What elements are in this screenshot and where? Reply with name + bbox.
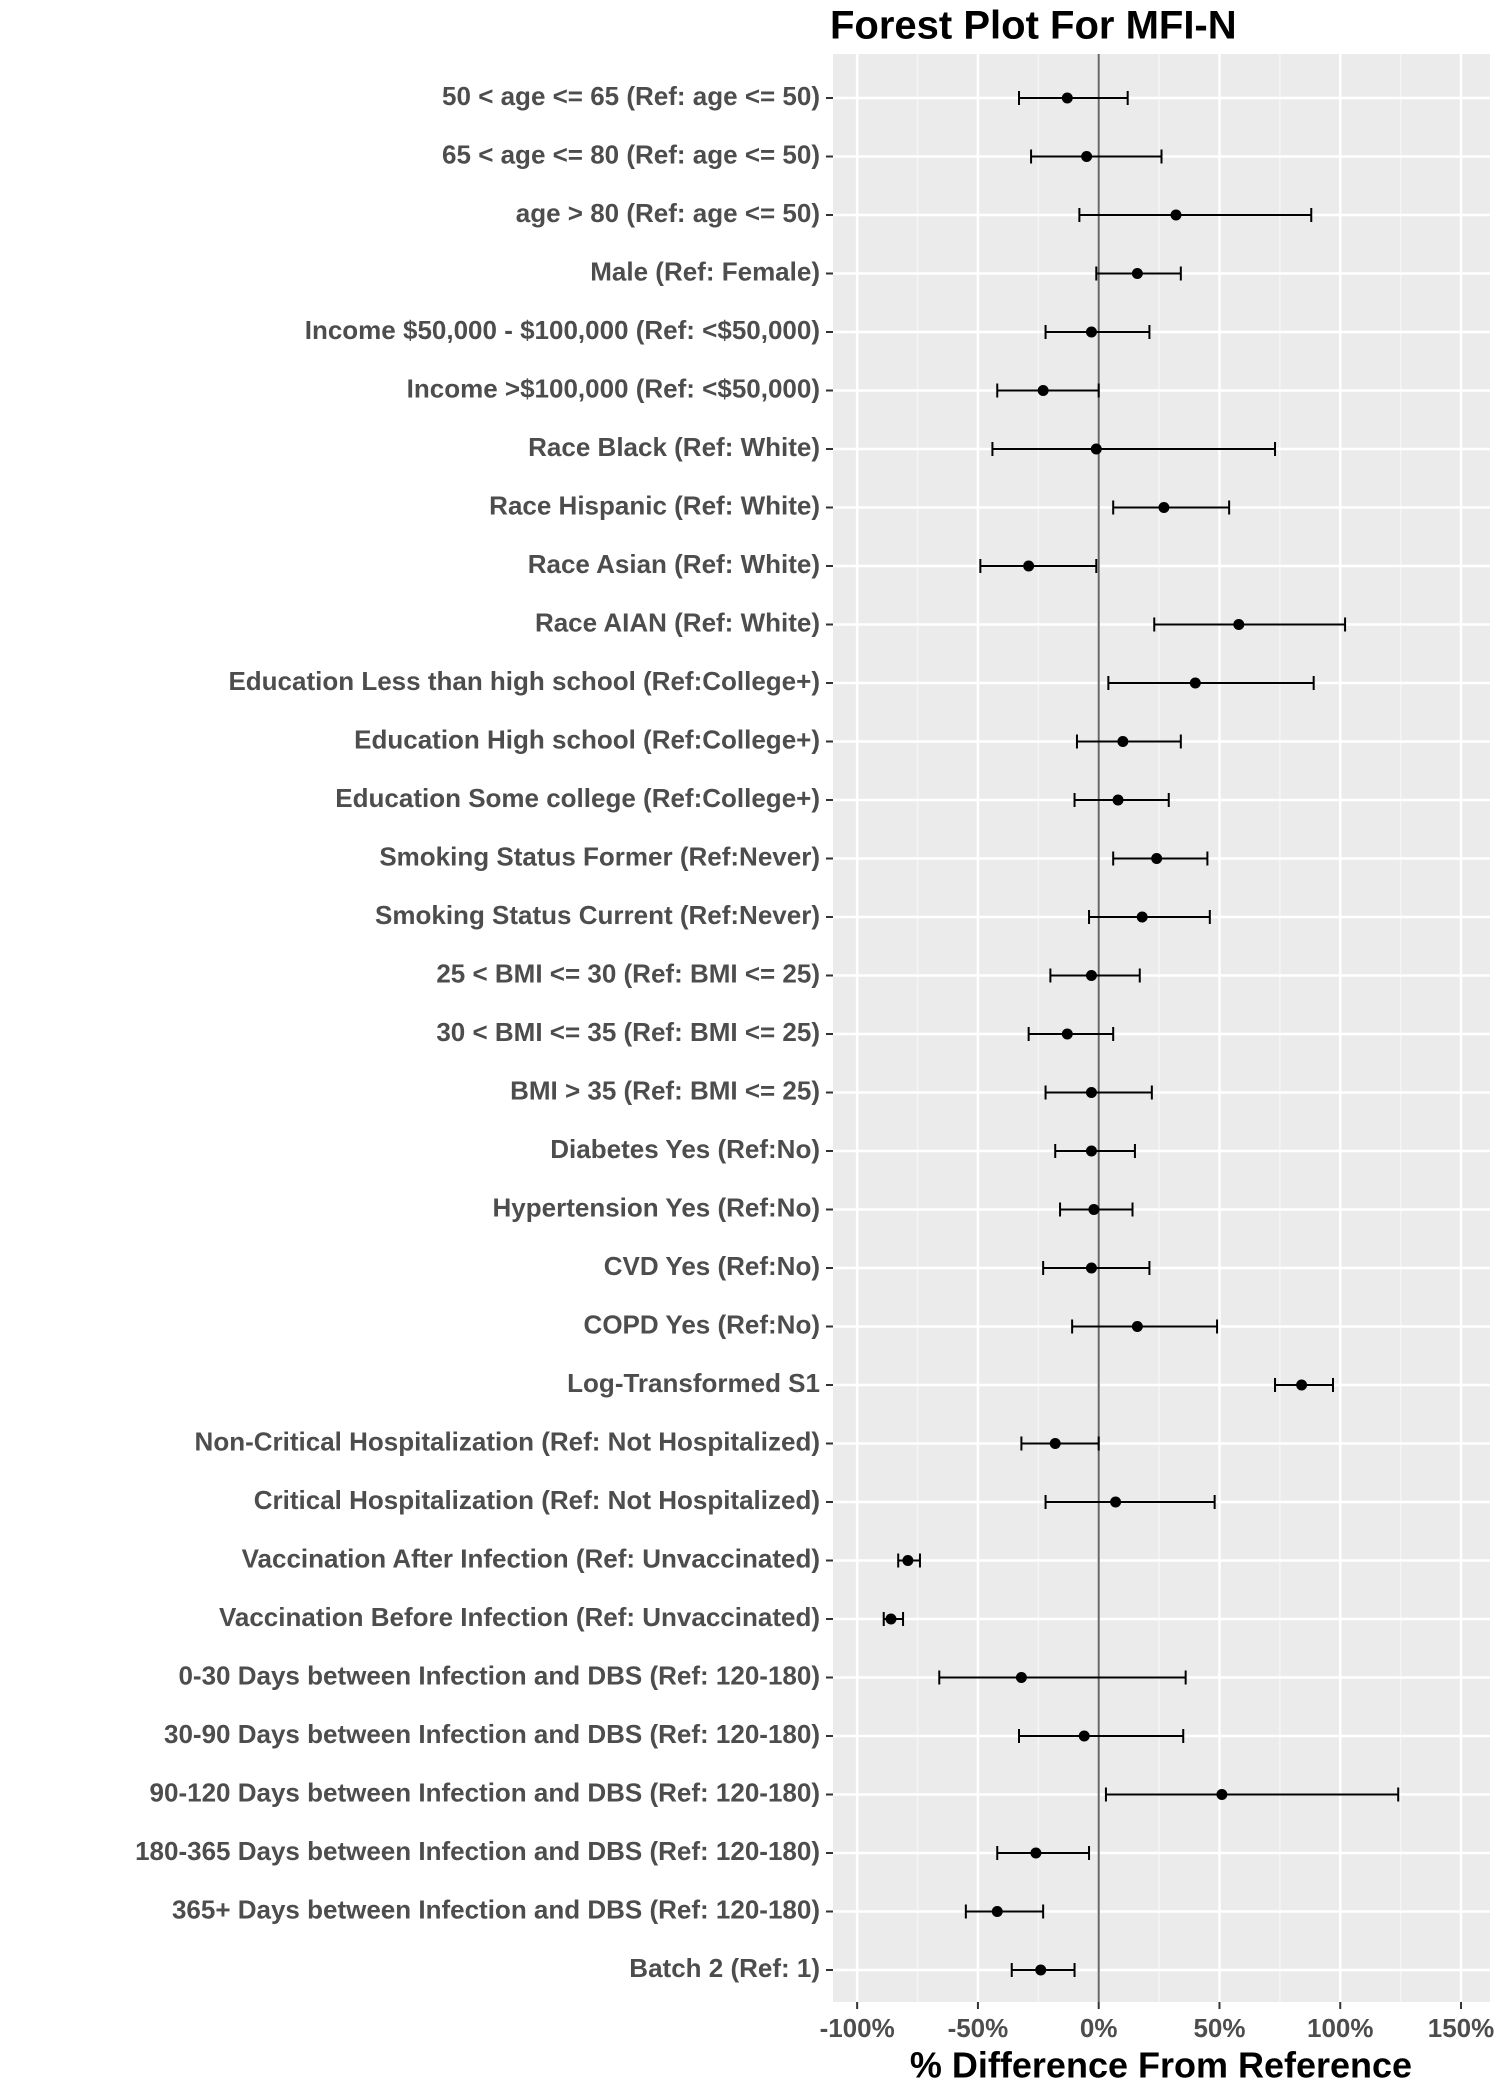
point: [1085, 326, 1097, 338]
y-tick-label: BMI > 35 (Ref: BMI <= 25): [510, 1075, 820, 1105]
panel: [833, 54, 1490, 2002]
chart-title: Forest Plot For MFI-N: [830, 4, 1237, 48]
y-tick-label: Critical Hospitalization (Ref: Not Hospi…: [254, 1485, 820, 1515]
point: [1151, 853, 1163, 864]
point: [1131, 268, 1143, 279]
point: [1078, 1730, 1090, 1742]
y-tick-label: Race AIAN (Ref: White): [535, 607, 820, 637]
point: [1023, 560, 1035, 572]
y-tick-label: 30 < BMI <= 35 (Ref: BMI <= 25): [436, 1017, 820, 1047]
y-tick-label: 365+ Days between Infection and DBS (Ref…: [172, 1894, 820, 1924]
point: [1112, 794, 1124, 806]
y-tick-label: Race Asian (Ref: White): [528, 549, 820, 579]
y-tick-label: Income $50,000 - $100,000 (Ref: <$50,000…: [305, 315, 820, 345]
y-tick-label: COPD Yes (Ref:No): [584, 1309, 820, 1339]
point: [885, 1613, 897, 1625]
point: [1015, 1672, 1027, 1683]
point: [991, 1906, 1003, 1917]
point: [1037, 385, 1049, 396]
y-tick-label: 0-30 Days between Infection and DBS (Ref…: [178, 1660, 820, 1690]
y-tick-label: 65 < age <= 80 (Ref: age <= 50): [442, 139, 820, 169]
x-tick-label: 100%: [1307, 2013, 1374, 2043]
y-tick-label: Education High school (Ref:College+): [354, 724, 820, 754]
point: [1090, 443, 1102, 455]
point: [1061, 92, 1073, 104]
y-tick-label: Race Hispanic (Ref: White): [489, 490, 820, 520]
y-tick-label: 180-365 Days between Infection and DBS (…: [135, 1836, 820, 1866]
y-tick-label: CVD Yes (Ref:No): [604, 1251, 820, 1281]
y-tick-label: Race Black (Ref: White): [528, 432, 820, 462]
y-tick-label: age > 80 (Ref: age <= 50): [516, 198, 820, 228]
point: [1085, 1145, 1097, 1157]
point: [1117, 736, 1129, 747]
point: [1081, 151, 1093, 162]
point: [1030, 1847, 1042, 1859]
x-tick-label: 0%: [1080, 2013, 1118, 2043]
y-tick-label: 25 < BMI <= 30 (Ref: BMI <= 25): [436, 958, 820, 988]
point: [1189, 677, 1201, 689]
y-tick-label: Vaccination After Infection (Ref: Unvacc…: [242, 1543, 820, 1573]
point: [1170, 209, 1182, 221]
y-tick-label: 30-90 Days between Infection and DBS (Re…: [164, 1719, 820, 1749]
point: [1085, 1087, 1097, 1098]
point: [1233, 619, 1245, 630]
y-tick-label: Smoking Status Current (Ref:Never): [375, 900, 820, 930]
point: [1061, 1028, 1073, 1040]
point: [1158, 502, 1170, 513]
y-tick-label: 50 < age <= 65 (Ref: age <= 50): [442, 81, 820, 111]
x-tick-label: -100%: [820, 2013, 895, 2043]
point: [1085, 970, 1097, 981]
y-tick-label: Male (Ref: Female): [590, 256, 820, 286]
y-tick-label: Non-Critical Hospitalization (Ref: Not H…: [195, 1426, 820, 1456]
x-tick-label: 150%: [1428, 2013, 1495, 2043]
y-tick-label: Hypertension Yes (Ref:No): [493, 1192, 820, 1222]
point: [1131, 1321, 1143, 1332]
y-tick-label: Batch 2 (Ref: 1): [629, 1953, 820, 1983]
y-tick-label: Diabetes Yes (Ref:No): [550, 1134, 820, 1164]
point: [1136, 911, 1148, 923]
y-tick-label: 90-120 Days between Infection and DBS (R…: [150, 1777, 820, 1807]
y-tick-label: Income >$100,000 (Ref: <$50,000): [407, 373, 820, 403]
point: [1035, 1964, 1047, 1976]
point: [1216, 1789, 1228, 1800]
y-tick-label: Education Some college (Ref:College+): [335, 783, 820, 813]
y-tick-label: Education Less than high school (Ref:Col…: [228, 666, 820, 696]
point: [1088, 1204, 1100, 1215]
x-axis-title: % Difference From Reference: [910, 2045, 1412, 2086]
y-tick-label: Smoking Status Former (Ref:Never): [379, 841, 820, 871]
point: [1110, 1496, 1122, 1508]
point: [1296, 1379, 1308, 1391]
point: [1085, 1262, 1097, 1274]
point: [1049, 1438, 1061, 1449]
y-tick-label: Vaccination Before Infection (Ref: Unvac…: [219, 1602, 820, 1632]
y-tick-label: Log-Transformed S1: [567, 1368, 820, 1398]
point: [902, 1555, 914, 1566]
x-tick-label: 50%: [1193, 2013, 1245, 2043]
x-tick-label: -50%: [948, 2013, 1009, 2043]
